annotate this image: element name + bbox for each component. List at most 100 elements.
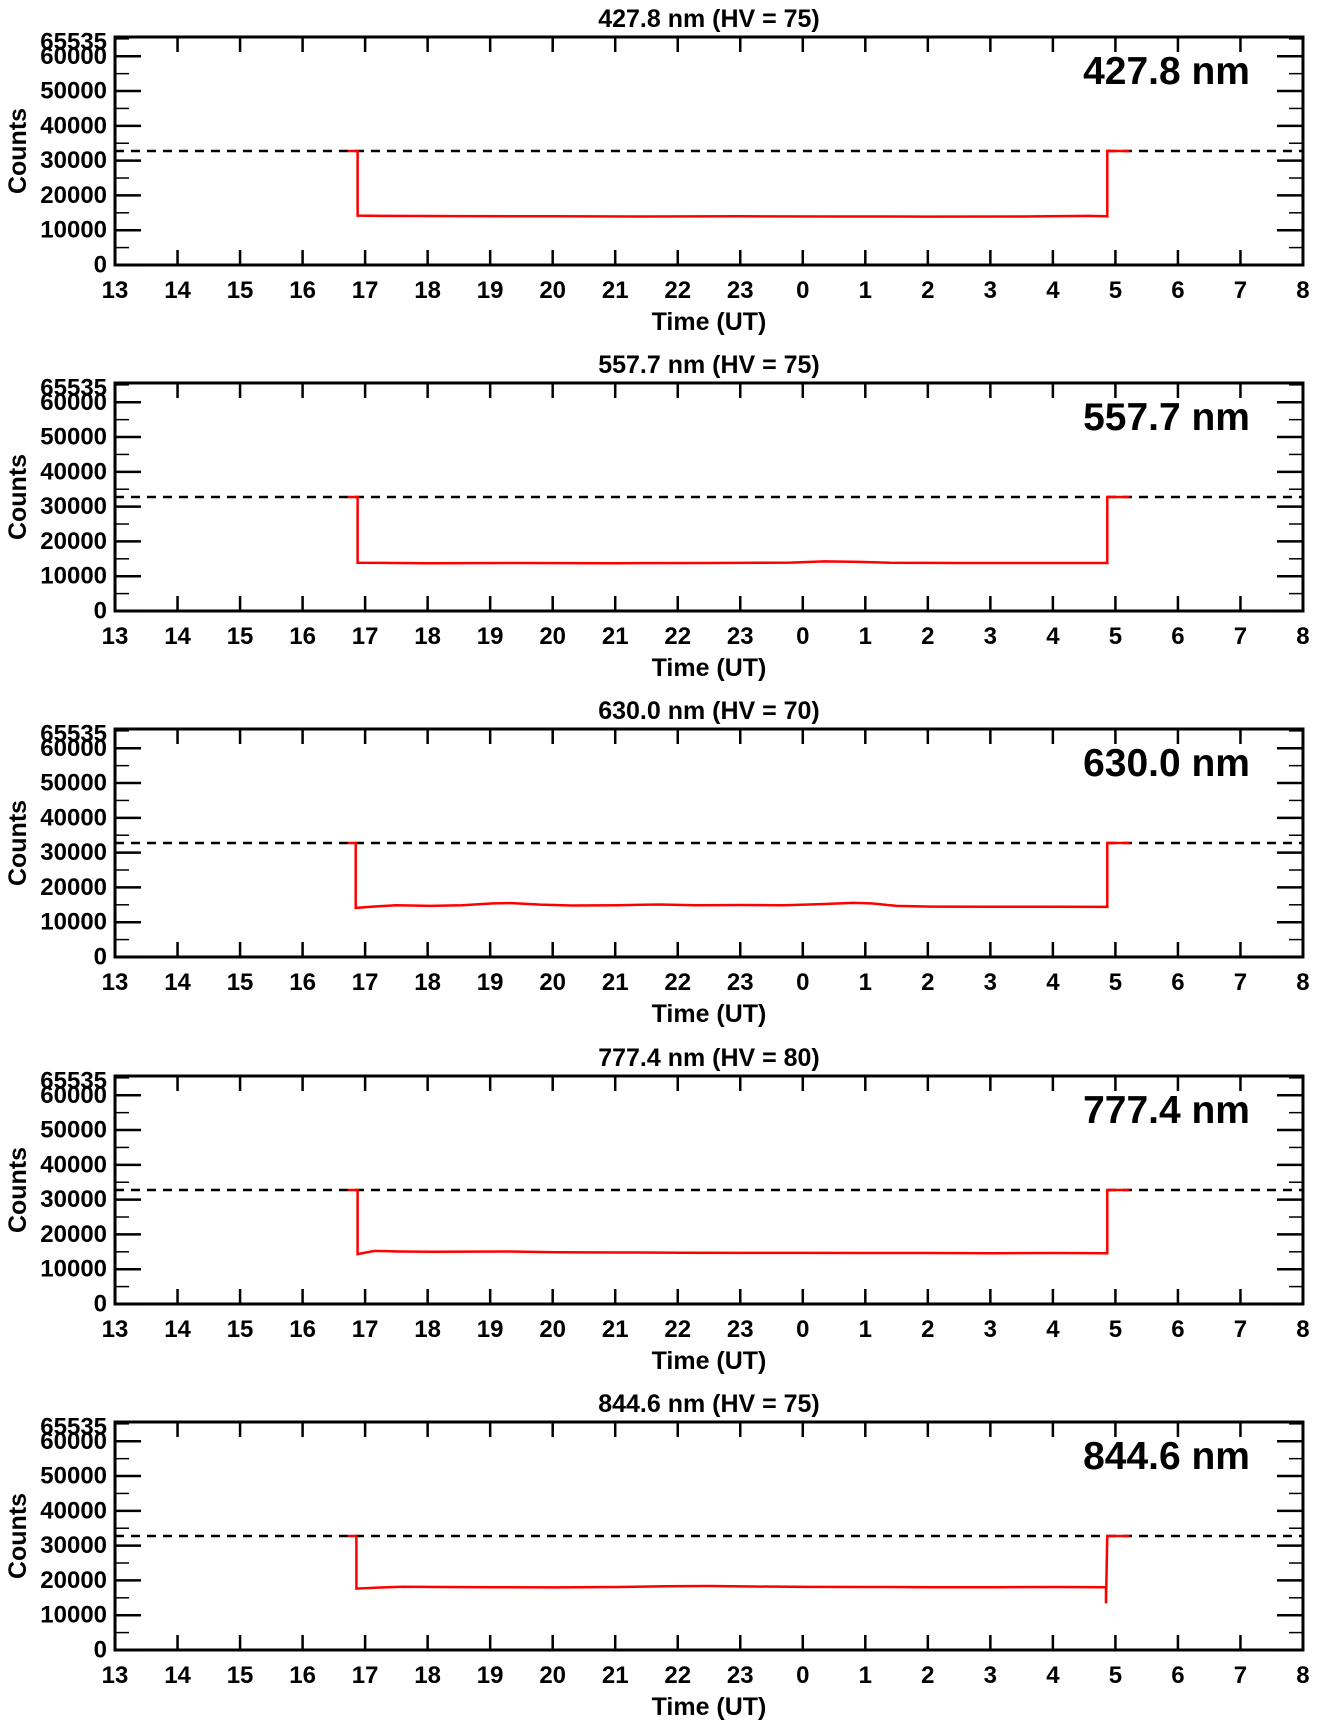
x-tick-label: 23 bbox=[727, 1662, 754, 1689]
x-tick-label: 21 bbox=[602, 277, 629, 304]
x-tick-label: 1 bbox=[859, 1316, 872, 1343]
x-tick-label: 22 bbox=[664, 1316, 691, 1343]
x-tick-label: 15 bbox=[227, 1316, 254, 1343]
x-tick-label: 14 bbox=[164, 1662, 191, 1689]
x-tick-label: 8 bbox=[1296, 969, 1309, 996]
y-tick-label: 60000 bbox=[40, 735, 107, 762]
x-tick-label: 3 bbox=[984, 623, 997, 650]
x-tick-label: 23 bbox=[727, 1316, 754, 1343]
counts-trace bbox=[347, 842, 1130, 910]
x-tick-label: 2 bbox=[921, 623, 934, 650]
y-tick-label: 30000 bbox=[40, 1186, 107, 1213]
x-tick-label: 1 bbox=[859, 969, 872, 996]
x-tick-label: 20 bbox=[539, 1316, 566, 1343]
x-tick-label: 15 bbox=[227, 277, 254, 304]
y-tick-label: 20000 bbox=[40, 1220, 107, 1247]
x-tick-label: 17 bbox=[352, 969, 379, 996]
y-axis-label: Counts bbox=[4, 1493, 32, 1579]
x-tick-label: 4 bbox=[1046, 623, 1060, 650]
x-tick-label: 13 bbox=[102, 277, 129, 304]
y-tick-label: 30000 bbox=[40, 839, 107, 866]
x-tick-label: 5 bbox=[1109, 969, 1122, 996]
counts-trace bbox=[347, 1188, 1130, 1256]
x-tick-label: 14 bbox=[164, 623, 191, 650]
x-tick-label: 16 bbox=[289, 1316, 316, 1343]
x-tick-label: 4 bbox=[1046, 969, 1060, 996]
y-tick-label: 50000 bbox=[40, 770, 107, 797]
x-tick-label: 14 bbox=[164, 969, 191, 996]
y-tick-label: 50000 bbox=[40, 78, 107, 105]
y-axis-label: Counts bbox=[4, 454, 32, 540]
x-tick-label: 8 bbox=[1296, 1316, 1309, 1343]
x-axis-label: Time (UT) bbox=[652, 654, 767, 682]
chart-panel-3: 13 14 15 16 17 18 19 20 21 22 23 0 1 2 3 4 5 6 7 8655356000… bbox=[4, 697, 1310, 1028]
y-tick-label: 40000 bbox=[40, 1497, 107, 1524]
x-tick-label: 22 bbox=[664, 1662, 691, 1689]
panel-title: 557.7 nm (HV = 75) bbox=[598, 351, 820, 379]
y-tick-label: 65535 bbox=[40, 28, 107, 55]
y-axis-label: Counts bbox=[4, 1147, 32, 1233]
x-tick-label: 5 bbox=[1109, 623, 1122, 650]
counts-trace bbox=[347, 495, 1130, 565]
wavelength-label: 844.6 nm bbox=[1083, 1435, 1250, 1478]
x-tick-label: 4 bbox=[1046, 1662, 1060, 1689]
x-tick-label: 2 bbox=[921, 1316, 934, 1343]
y-tick-label: 40000 bbox=[40, 1151, 107, 1178]
x-tick-label: 2 bbox=[921, 1662, 934, 1689]
x-tick-label: 17 bbox=[352, 623, 379, 650]
x-tick-label: 0 bbox=[796, 277, 809, 304]
x-tick-label: 21 bbox=[602, 969, 629, 996]
y-tick-label: 65535 bbox=[40, 721, 107, 748]
x-tick-label: 16 bbox=[289, 623, 316, 650]
y-tick-label: 20000 bbox=[40, 874, 107, 901]
x-tick-label: 13 bbox=[102, 1662, 129, 1689]
panel-title: 844.6 nm (HV = 75) bbox=[598, 1390, 820, 1418]
x-tick-label: 5 bbox=[1109, 1662, 1122, 1689]
x-tick-label: 18 bbox=[414, 623, 441, 650]
wavelength-label: 427.8 nm bbox=[1083, 50, 1250, 93]
y-tick-label: 60000 bbox=[40, 43, 107, 70]
y-tick-label: 40000 bbox=[40, 459, 107, 486]
y-tick-label: 20000 bbox=[40, 182, 107, 209]
y-tick-label: 10000 bbox=[40, 217, 107, 244]
y-tick-label: 10000 bbox=[40, 1601, 107, 1628]
x-tick-label: 7 bbox=[1234, 969, 1247, 996]
x-tick-label: 8 bbox=[1296, 1662, 1309, 1689]
x-tick-label: 0 bbox=[796, 1662, 809, 1689]
x-tick-label: 23 bbox=[727, 969, 754, 996]
x-tick-label: 19 bbox=[477, 1662, 504, 1689]
y-tick-label: 0 bbox=[94, 598, 107, 625]
x-tick-label: 16 bbox=[289, 277, 316, 304]
x-tick-label: 15 bbox=[227, 623, 254, 650]
y-tick-label: 60000 bbox=[40, 389, 107, 416]
y-tick-label: 20000 bbox=[40, 1567, 107, 1594]
x-tick-label: 21 bbox=[602, 1316, 629, 1343]
counts-trace bbox=[347, 1534, 1130, 1604]
x-tick-label: 0 bbox=[796, 969, 809, 996]
x-tick-label: 14 bbox=[164, 1316, 191, 1343]
x-tick-label: 17 bbox=[352, 1316, 379, 1343]
x-tick-label: 18 bbox=[414, 277, 441, 304]
y-tick-label: 30000 bbox=[40, 493, 107, 520]
x-tick-label: 8 bbox=[1296, 277, 1309, 304]
x-tick-label: 17 bbox=[352, 277, 379, 304]
panel-title: 777.4 nm (HV = 80) bbox=[598, 1044, 820, 1072]
x-tick-label: 1 bbox=[859, 1662, 872, 1689]
panel-title: 630.0 nm (HV = 70) bbox=[598, 697, 820, 725]
x-tick-label: 21 bbox=[602, 623, 629, 650]
y-tick-label: 65535 bbox=[40, 375, 107, 402]
chart-panel-5: 13 14 15 16 17 18 19 20 21 22 23 0 1 2 3 4 5 6 7 8655356000… bbox=[4, 1390, 1310, 1721]
x-tick-label: 22 bbox=[664, 623, 691, 650]
x-tick-label: 0 bbox=[796, 1316, 809, 1343]
x-tick-label: 18 bbox=[414, 1316, 441, 1343]
wavelength-label: 777.4 nm bbox=[1083, 1089, 1250, 1132]
x-axis-label: Time (UT) bbox=[652, 1000, 767, 1028]
x-tick-label: 20 bbox=[539, 1662, 566, 1689]
y-tick-label: 30000 bbox=[40, 147, 107, 174]
y-tick-label: 40000 bbox=[40, 112, 107, 139]
x-tick-label: 17 bbox=[352, 1662, 379, 1689]
x-tick-label: 7 bbox=[1234, 277, 1247, 304]
y-tick-label: 50000 bbox=[40, 1462, 107, 1489]
x-tick-label: 19 bbox=[477, 969, 504, 996]
wavelength-label: 630.0 nm bbox=[1083, 742, 1250, 785]
